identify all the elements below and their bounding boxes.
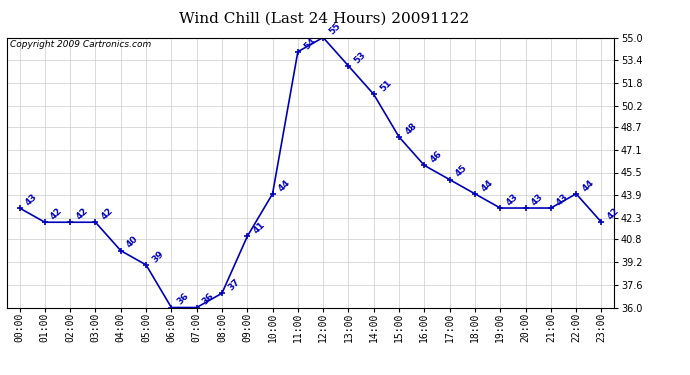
Text: 42: 42 [99, 206, 115, 222]
Text: 43: 43 [530, 192, 545, 207]
Text: 48: 48 [403, 121, 419, 136]
Text: 54: 54 [302, 36, 317, 51]
Text: 36: 36 [201, 291, 216, 307]
Text: 43: 43 [23, 192, 39, 207]
Text: 46: 46 [428, 149, 444, 165]
Text: Wind Chill (Last 24 Hours) 20091122: Wind Chill (Last 24 Hours) 20091122 [179, 11, 469, 25]
Text: 53: 53 [353, 50, 368, 65]
Text: 42: 42 [606, 206, 621, 222]
Text: 45: 45 [454, 164, 469, 179]
Text: 55: 55 [327, 21, 342, 37]
Text: 43: 43 [555, 192, 571, 207]
Text: Copyright 2009 Cartronics.com: Copyright 2009 Cartronics.com [10, 40, 151, 49]
Text: 39: 39 [150, 249, 166, 264]
Text: 51: 51 [378, 78, 393, 94]
Text: 37: 37 [226, 277, 242, 292]
Text: 44: 44 [580, 178, 595, 193]
Text: 44: 44 [479, 178, 495, 193]
Text: 40: 40 [125, 235, 140, 250]
Text: 36: 36 [175, 291, 190, 307]
Text: 42: 42 [75, 206, 90, 222]
Text: 41: 41 [251, 220, 267, 236]
Text: 42: 42 [49, 206, 64, 222]
Text: 44: 44 [277, 178, 292, 193]
Text: 43: 43 [504, 192, 520, 207]
